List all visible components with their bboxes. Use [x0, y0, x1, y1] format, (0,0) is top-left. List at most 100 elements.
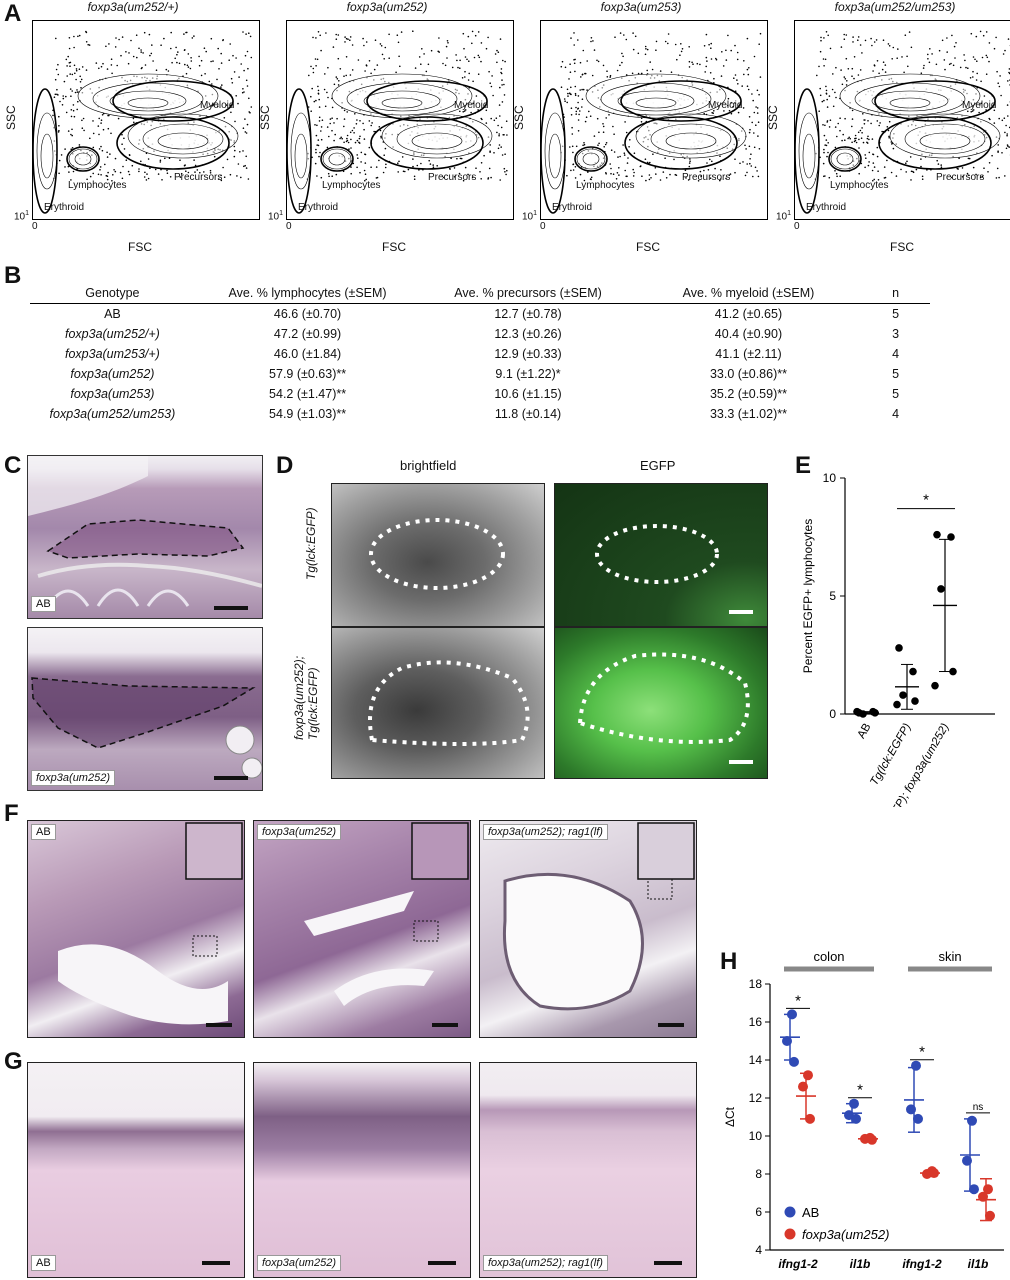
scale-bar	[654, 1261, 682, 1265]
gate-label-erythroid: Erythroid	[552, 202, 593, 213]
y-tick-label: 8	[755, 1167, 762, 1181]
y-tick-label: 101	[14, 210, 29, 222]
x-tick-label: 0	[794, 221, 800, 232]
data-point	[913, 1113, 923, 1124]
data-point	[931, 681, 939, 690]
scale-bar	[202, 1261, 230, 1265]
y-tick-label: 14	[749, 1053, 763, 1067]
data-point	[899, 691, 907, 699]
y-tick-base: 10	[522, 211, 534, 223]
significance-label: ns	[973, 1102, 984, 1113]
row-label-tg: Tg(lck:EGFP)	[304, 507, 318, 580]
table-cell: foxp3a(um253)	[70, 387, 155, 401]
flow-plot-title: foxp3a(um252/+)	[87, 0, 179, 14]
table-header: Ave. % myeloid (±SEM)	[682, 286, 815, 300]
histology-label: foxp3a(um252); rag1(lf)	[483, 1255, 608, 1271]
table-header: n	[892, 286, 900, 300]
table-cell: 47.2 (±0.99)	[273, 327, 342, 341]
table-row: foxp3a(um252) 57.9 (±0.63)** 9.1 (±1.22)* 3…	[30, 364, 930, 384]
data-point	[782, 1036, 792, 1046]
data-point	[859, 710, 867, 718]
flow-plot-title: foxp3a(um252/um253)	[834, 0, 956, 14]
panel-label-a: A	[4, 0, 22, 27]
table-row: foxp3a(um252/+) 47.2 (±0.99) 12.3 (±0.26) 4…	[30, 324, 930, 344]
table-row: foxp3a(um253) 54.2 (±1.47)** 10.6 (±1.15) 3…	[30, 384, 930, 404]
y-tick-label: 16	[749, 1015, 763, 1029]
scale-bar	[729, 760, 753, 764]
histology-label: foxp3a(um252); rag1(lf)	[483, 824, 608, 840]
y-tick-label: 101	[522, 210, 537, 222]
data-point	[949, 667, 957, 676]
table-cell: foxp3a(um253/+)	[64, 347, 160, 361]
y-tick-label: 18	[749, 977, 763, 991]
y-axis-title: ΔCt	[723, 1106, 737, 1127]
x-category-label: AB	[856, 721, 874, 741]
table-cell: AB	[104, 307, 121, 321]
data-point	[853, 707, 861, 716]
fsc-axis-label: FSC	[890, 240, 914, 254]
table-row: AB 46.6 (±0.70) 12.7 (±0.78) 41.2 (±0.65) 5	[30, 304, 930, 325]
y-tick-label: 10	[823, 471, 837, 485]
table-cell: 33.3 (±1.02)**	[709, 407, 787, 421]
data-point	[962, 1155, 972, 1166]
scale-bar	[206, 1023, 232, 1027]
brightfield-bottom	[331, 627, 545, 779]
table-cell: foxp3a(um252/um253)	[49, 407, 176, 421]
table-cell: 5	[892, 367, 900, 381]
flow-plot	[286, 20, 514, 220]
colon-histology-rag1: foxp3a(um252); rag1(lf)	[479, 820, 697, 1038]
y-tick-exponent: 1	[25, 210, 30, 217]
panel-label-g: G	[4, 1048, 23, 1075]
table-cell: 12.7 (±0.78)	[494, 307, 562, 321]
panel-label-c: C	[4, 452, 22, 479]
egfp-bottom	[554, 627, 768, 779]
legend-label: AB	[802, 1205, 819, 1220]
gate-label-lymphocytes: Lymphocytes	[576, 180, 635, 191]
table-header: Ave. % precursors (±SEM)	[454, 286, 602, 300]
x-tick-label: 0	[286, 221, 292, 232]
table-cell: 54.9 (±1.03)**	[269, 407, 347, 421]
colon-histology-foxp3a: foxp3a(um252)	[253, 820, 471, 1038]
panel-label-d: D	[276, 452, 294, 479]
group-label: skin	[938, 949, 961, 964]
data-point	[911, 1060, 921, 1071]
egfp-top	[554, 483, 768, 627]
x-category-label: ifng1-2	[778, 1257, 818, 1271]
table-cell: 4	[892, 407, 900, 421]
panel-label-f: F	[4, 800, 19, 827]
y-tick-exponent: 1	[533, 210, 538, 217]
y-tick-exponent: 1	[279, 210, 284, 217]
x-tick-label: 0	[540, 221, 546, 232]
table-cell: 40.4 (±0.90)	[714, 327, 783, 341]
row-label-foxp3a-b: Tg(lck:EGFP)	[306, 667, 320, 740]
data-point	[871, 709, 879, 717]
table-cell: 9.1 (±1.22)*	[495, 367, 561, 381]
skin-histology-rag1: foxp3a(um252); rag1(lf)	[479, 1062, 697, 1278]
y-tick-label: 101	[776, 210, 791, 222]
table-header: Genotype	[85, 286, 140, 300]
chart-h: 4 6 8 10 12 14 16 18 ΔCt colon skin ifng1-2 il1b ifng…	[723, 949, 1004, 1271]
data-point	[933, 530, 941, 539]
gate-label-erythroid: Erythroid	[44, 202, 85, 213]
table-cell: 10.6 (±1.15)	[494, 387, 562, 401]
table-cell: 41.1 (±2.11)	[715, 347, 782, 361]
x-category-label: Tg(lck:EGFP)	[868, 721, 913, 787]
panel-label-e: E	[795, 452, 812, 479]
y-axis-title: Percent EGFP+ lymphocytes	[801, 519, 815, 673]
legend-marker	[784, 1228, 796, 1240]
histology-label: AB	[31, 824, 56, 840]
data-point	[969, 1184, 979, 1195]
significance-label: *	[857, 1082, 863, 1099]
table-cell: 33.0 (±0.86)**	[709, 367, 787, 381]
row-label-foxp3a-a: foxp3a(um252);	[292, 655, 306, 740]
scale-bar	[214, 776, 248, 780]
y-tick-label: 10	[749, 1129, 763, 1143]
data-point	[909, 667, 917, 676]
data-point	[929, 1168, 939, 1179]
table-header: Ave. % lymphocytes (±SEM)	[228, 286, 387, 300]
data-point	[789, 1056, 799, 1067]
group-label: colon	[813, 949, 844, 964]
gate-label-myeloid: Myeloid	[200, 100, 235, 111]
table-cell: 5	[892, 307, 900, 321]
y-tick-base: 10	[14, 211, 26, 223]
